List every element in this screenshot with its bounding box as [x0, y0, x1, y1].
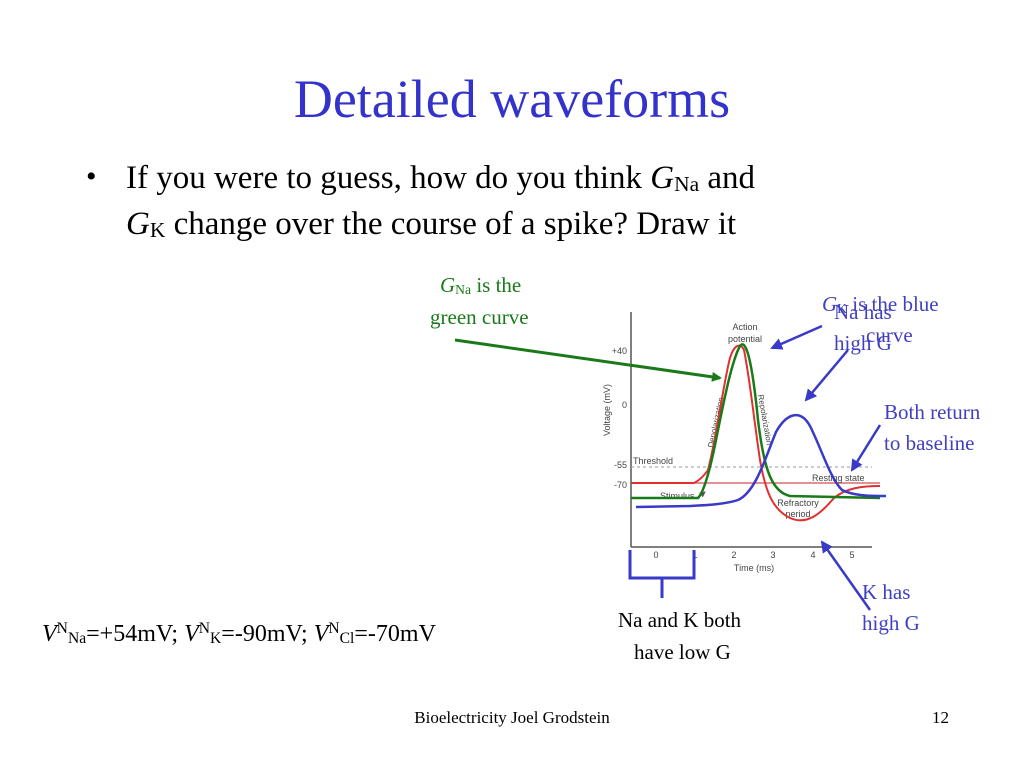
k-subscript: K: [149, 218, 166, 243]
resting-state-label: Resting state: [812, 473, 865, 483]
baseline-arrow: [850, 424, 882, 472]
y-tick-label: 0: [622, 400, 627, 410]
action-label: Action: [732, 322, 757, 332]
x-tick-label: 3: [770, 550, 775, 560]
threshold-label: Threshold: [633, 456, 673, 466]
gna-green-label-line1: GNa is the: [440, 273, 522, 298]
low-g-label-line2: have low G: [634, 640, 731, 664]
y-tick-label: +40: [612, 346, 627, 356]
both-return-label-line2: to baseline: [884, 431, 975, 455]
g-symbol: G: [126, 206, 150, 242]
slide-title: Detailed waveforms: [293, 69, 731, 129]
gk-arrow: [770, 324, 823, 350]
na-high-g-label-line2: high G: [834, 331, 892, 355]
k-high-g-label-line2: high G: [862, 611, 920, 635]
page-number: 12: [932, 708, 949, 727]
g-symbol: G: [650, 160, 675, 196]
bullet-text-b: and: [699, 160, 756, 196]
k-high-arrow: [820, 540, 872, 611]
x-tick-label: 5: [849, 550, 854, 560]
bullet-text-a: If you were to guess, how do you think: [126, 160, 651, 196]
y-tick-label: -70: [614, 480, 627, 490]
y-tick-label: -55: [614, 460, 627, 470]
potential-label: potential: [728, 334, 762, 344]
gna-green-label-line2: green curve: [430, 305, 529, 329]
k-high-g-label-line1: K has: [862, 580, 911, 604]
low-g-bracket: [628, 550, 696, 598]
stimulus-label: Stimulus: [660, 491, 695, 501]
bullet-text-c: change over the course of a spike? Draw …: [165, 206, 737, 242]
x-tick-label: 2: [731, 550, 736, 560]
nernst-potentials: VNNa=+54mV; VNK=-90mV; VNCl=-70mV: [42, 620, 436, 648]
bullet-line-2: GK change over the course of a spike? Dr…: [126, 206, 736, 243]
y-axis-label: Voltage (mV): [602, 384, 612, 436]
gk-blue-label-line2: curve: [866, 323, 913, 347]
gk-curve: [635, 413, 887, 509]
gna-arrow: [454, 338, 722, 382]
na-high-g-label-line1: Na has: [834, 300, 892, 324]
x-tick-label: 0: [653, 550, 658, 560]
refractory-label: Refractory: [777, 498, 819, 508]
na-high-arrow: [804, 349, 849, 402]
x-axis-label: Time (ms): [734, 563, 774, 573]
period-label: period: [785, 509, 810, 519]
gna-curve: [631, 343, 881, 500]
bullet-line-1: If you were to guess, how do you think G…: [126, 160, 755, 197]
bullet-point-icon: •: [86, 160, 97, 193]
x-tick-label: 4: [810, 550, 815, 560]
gk-blue-label-line1: GK is the blue: [822, 292, 939, 317]
low-g-label-line1: Na and K both: [618, 608, 742, 632]
both-return-label-line1: Both return: [884, 400, 981, 424]
footer-text: Bioelectricity Joel Grodstein: [414, 708, 610, 727]
na-subscript: Na: [674, 172, 700, 197]
